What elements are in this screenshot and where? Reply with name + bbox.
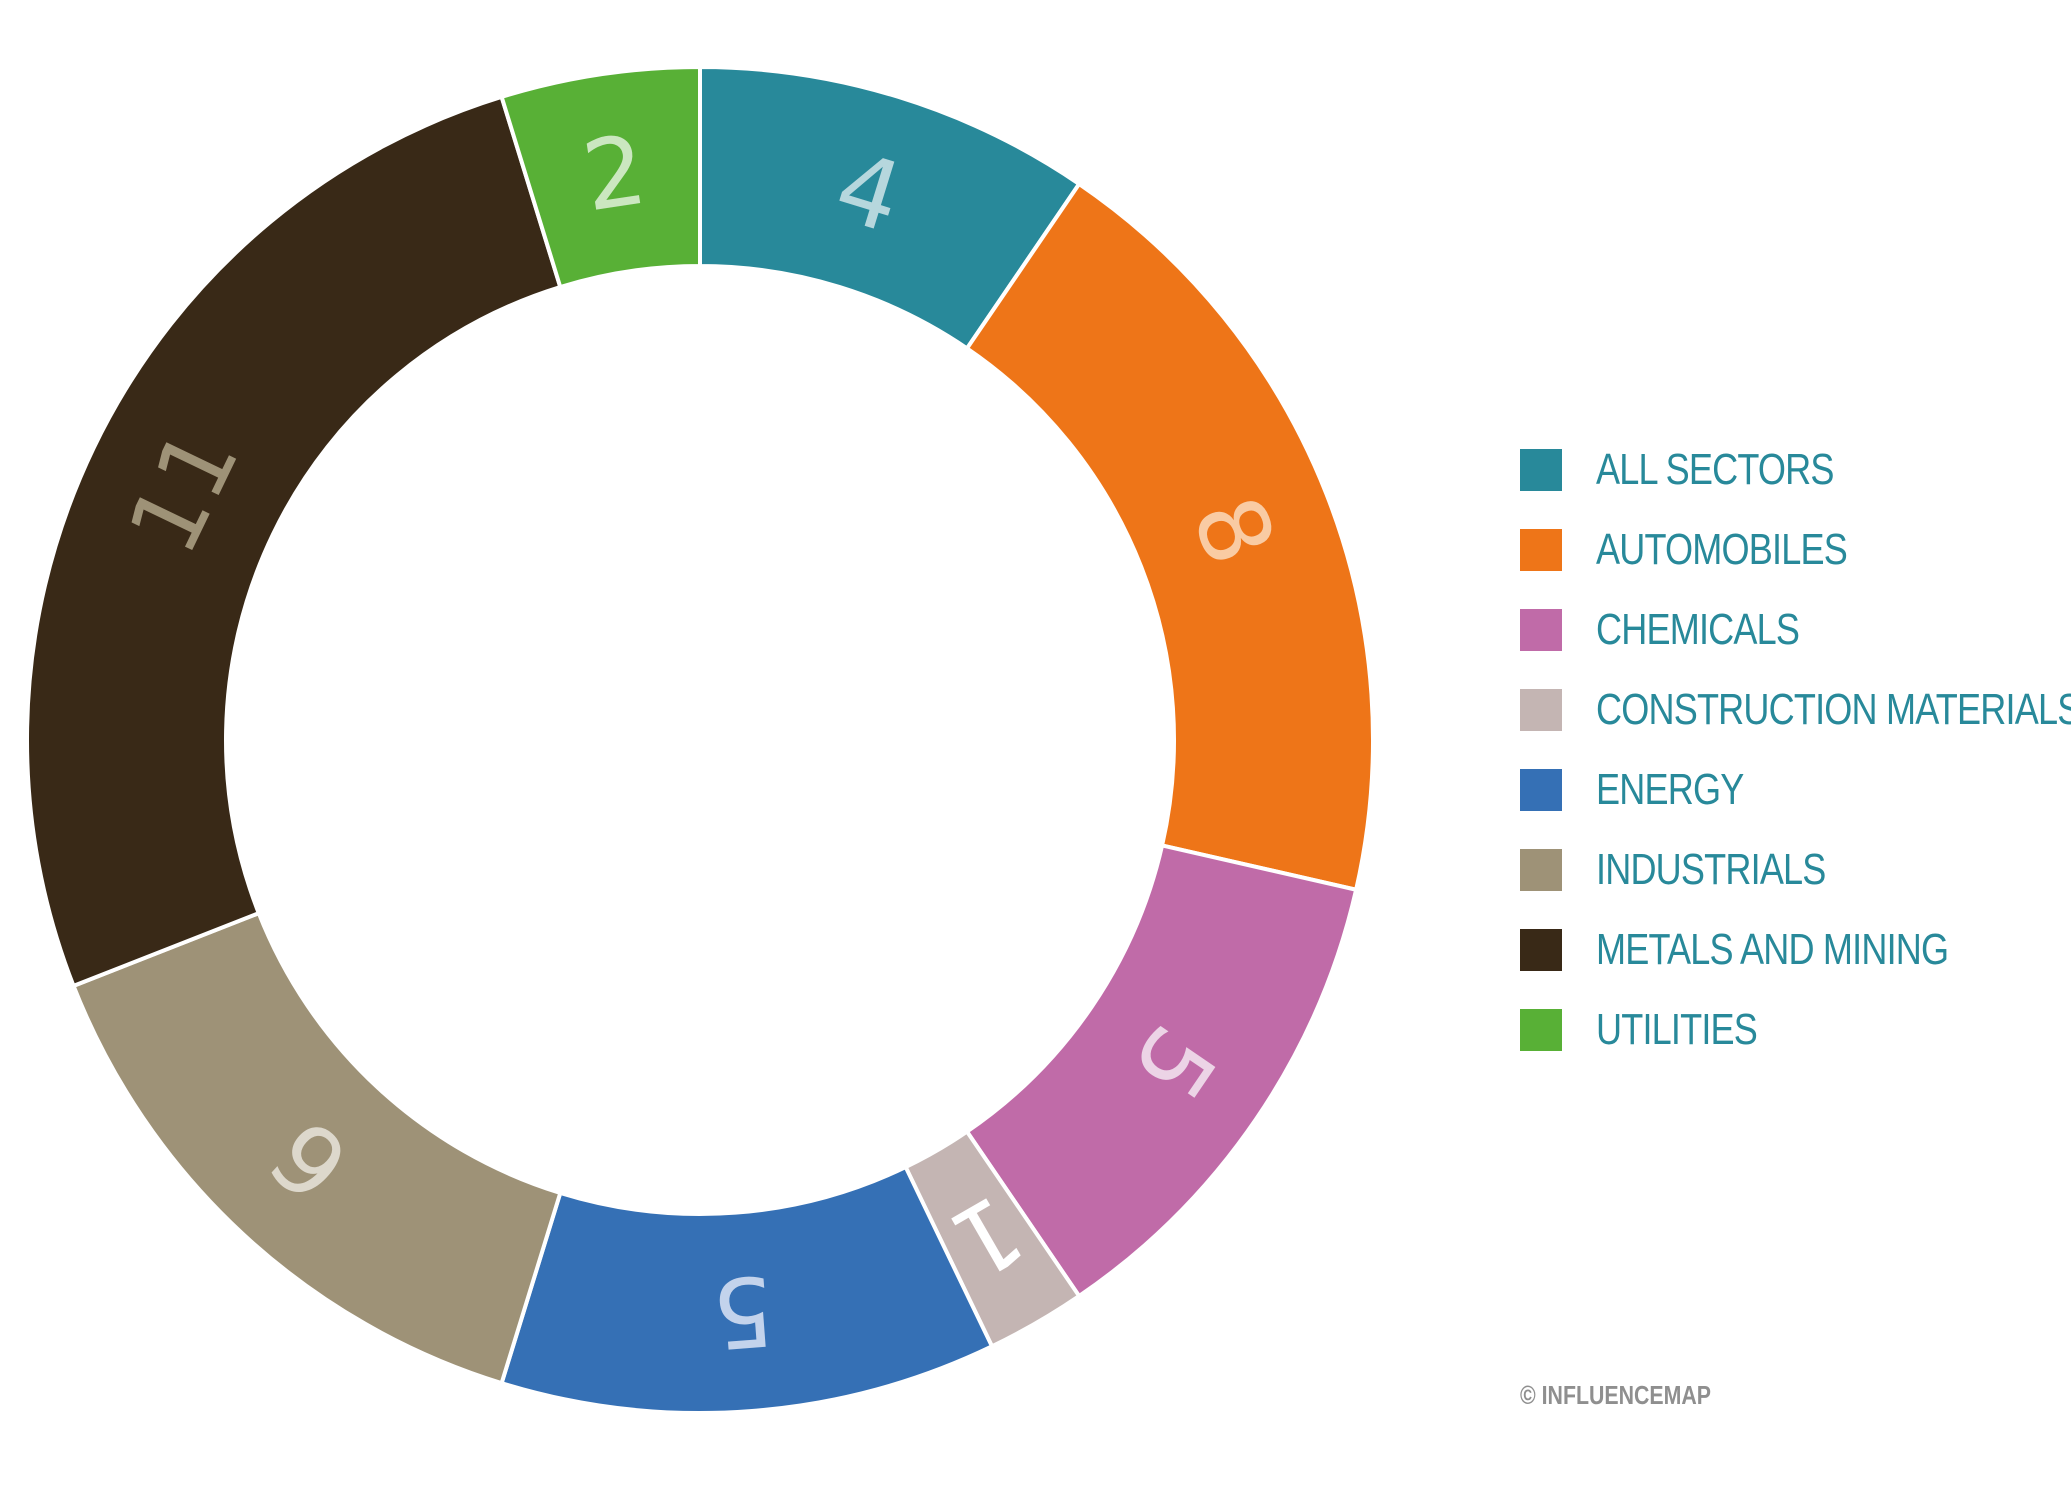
- legend-item-industrials: INDUSTRIALS: [1520, 830, 2071, 910]
- slice-automobiles: [964, 181, 1375, 893]
- legend-label: INDUSTRIALS: [1596, 845, 1826, 894]
- legend-swatch: [1520, 689, 1562, 731]
- legend-swatch: [1520, 529, 1562, 571]
- legend-item-construction-materials: CONSTRUCTION MATERIALS: [1520, 670, 2071, 750]
- slice-utilities: [499, 64, 702, 290]
- copyright-credit: © INFLUENCEMAP: [1520, 1380, 1712, 1410]
- legend-item-metals-and-mining: METALS AND MINING: [1520, 910, 2071, 990]
- slice-metals-and-mining: [25, 94, 563, 989]
- legend-item-utilities: UTILITIES: [1520, 990, 2071, 1070]
- legend-label: CHEMICALS: [1596, 605, 1800, 654]
- chart-legend: ALL SECTORS AUTOMOBILES CHEMICALS CONSTRUCT…: [1520, 430, 2071, 1070]
- legend-label: ALL SECTORS: [1596, 445, 1834, 494]
- legend-label: AUTOMOBILES: [1596, 525, 1848, 574]
- legend-swatch: [1520, 849, 1562, 891]
- legend-label: CONSTRUCTION MATERIALS: [1596, 685, 2071, 734]
- slice-value-energy: 5: [708, 1253, 777, 1369]
- legend-label: ENERGY: [1596, 765, 1744, 814]
- legend-item-energy: ENERGY: [1520, 750, 2071, 830]
- legend-label: UTILITIES: [1596, 1005, 1758, 1054]
- legend-swatch: [1520, 609, 1562, 651]
- legend-item-chemicals: CHEMICALS: [1520, 590, 2071, 670]
- legend-label: METALS AND MINING: [1596, 925, 1949, 974]
- legend-swatch: [1520, 449, 1562, 491]
- legend-item-all-sectors: ALL SECTORS: [1520, 430, 2071, 510]
- legend-swatch: [1520, 769, 1562, 811]
- legend-swatch: [1520, 1009, 1562, 1051]
- legend-item-automobiles: AUTOMOBILES: [1520, 510, 2071, 590]
- legend-swatch: [1520, 929, 1562, 971]
